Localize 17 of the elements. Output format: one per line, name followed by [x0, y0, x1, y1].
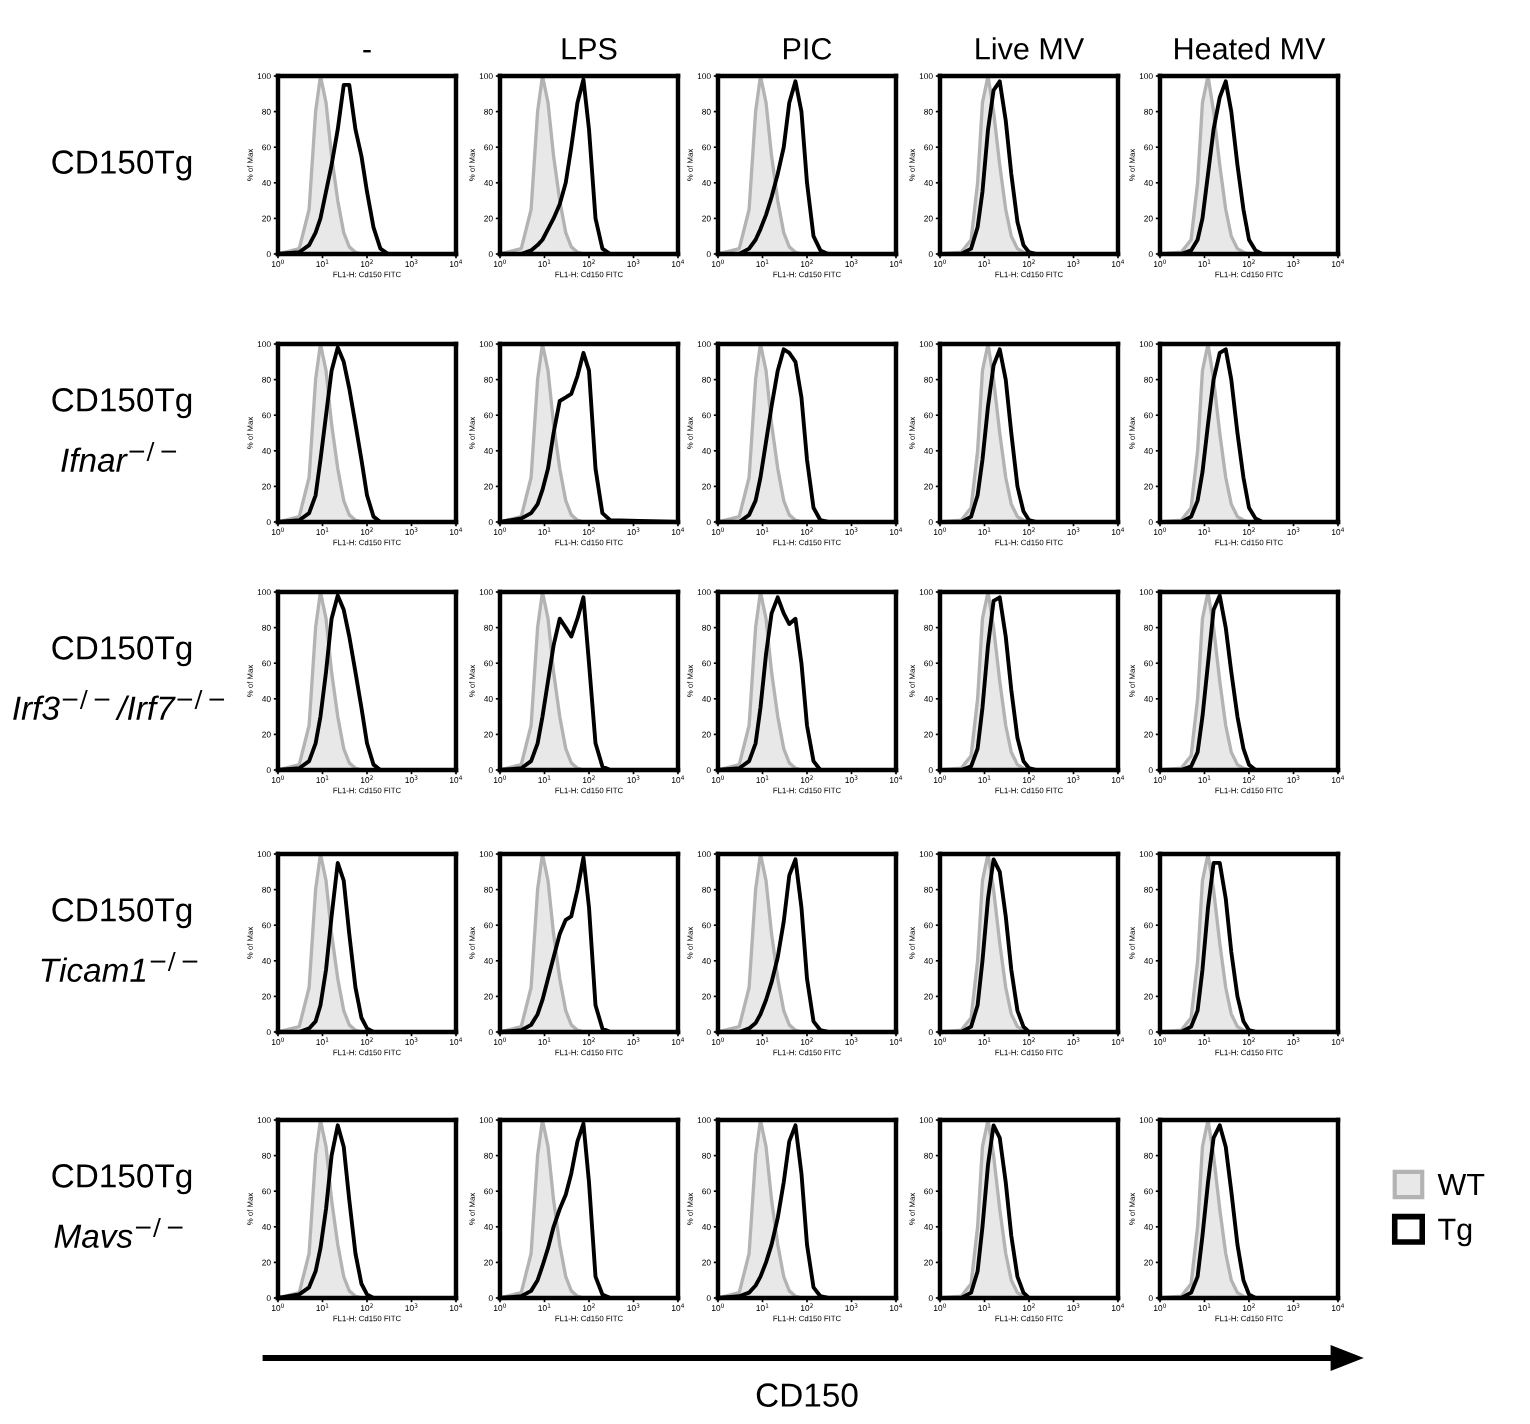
chart-title: -	[363, 50, 371, 53]
chart-title: PIC	[784, 38, 832, 60]
legend-label: WT	[1437, 1174, 1485, 1196]
text: CD150Tg	[52, 150, 192, 181]
chart-title: Heated MV	[1175, 37, 1326, 60]
text: Ifnar$^{−/−}$	[61, 441, 177, 472]
chart-title: Live MV	[976, 37, 1085, 60]
text: CD150	[756, 1383, 858, 1407]
chart-title: LPS	[562, 38, 617, 60]
text: CD150Tg	[52, 636, 192, 667]
text: CD150Tg	[52, 898, 192, 929]
legend-label: Tg	[1438, 1218, 1472, 1247]
text: Ticam1$^{−/−}$	[41, 951, 198, 982]
text: Irf3$^{−/−}$/Irf7$^{−/−}$	[13, 689, 225, 720]
text: CD150Tg	[52, 388, 192, 419]
text: Mavs$^{−/−}$	[54, 1217, 183, 1248]
text: CD150Tg	[52, 1164, 192, 1195]
